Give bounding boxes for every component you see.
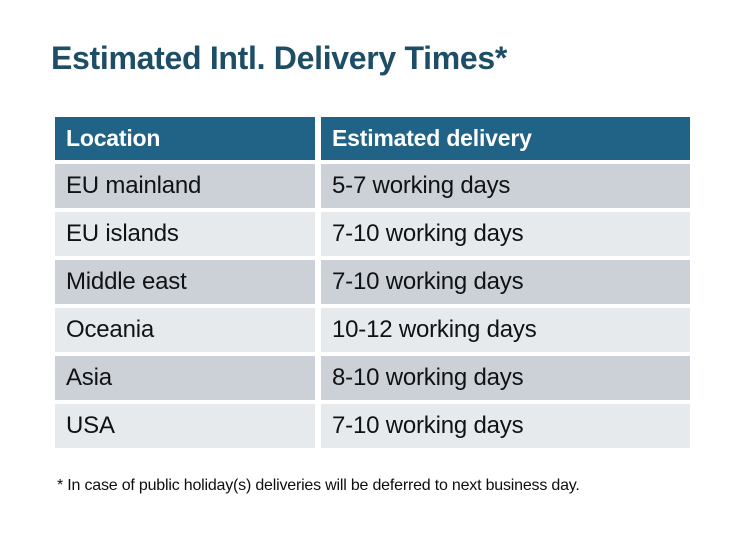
delivery-cell: 10-12 working days xyxy=(321,308,690,352)
location-cell: Middle east xyxy=(55,260,315,304)
table-row-oceania: Oceania 10-12 working days xyxy=(55,308,690,352)
delivery-cell: 5-7 working days xyxy=(321,164,690,208)
column-header-estimated-delivery: Estimated delivery xyxy=(321,117,690,160)
table-row-asia: Asia 8-10 working days xyxy=(55,356,690,400)
location-cell: EU islands xyxy=(55,212,315,256)
table-row-eu-mainland: EU mainland 5-7 working days xyxy=(55,164,690,208)
location-cell: Asia xyxy=(55,356,315,400)
delivery-cell: 7-10 working days xyxy=(321,212,690,256)
page-title: Estimated Intl. Delivery Times* xyxy=(51,40,508,76)
table-row-eu-islands: EU islands 7-10 working days xyxy=(55,212,690,256)
delivery-times-table: Location Estimated delivery EU mainland … xyxy=(55,117,690,448)
table-row-middle-east: Middle east 7-10 working days xyxy=(55,260,690,304)
table-header-row: Location Estimated delivery xyxy=(55,117,690,160)
location-cell: EU mainland xyxy=(55,164,315,208)
column-header-location: Location xyxy=(55,117,315,160)
location-cell: Oceania xyxy=(55,308,315,352)
table-row-usa: USA 7-10 working days xyxy=(55,404,690,448)
footnote: * In case of public holiday(s) deliverie… xyxy=(57,477,580,494)
location-cell: USA xyxy=(55,404,315,448)
delivery-cell: 7-10 working days xyxy=(321,260,690,304)
delivery-cell: 8-10 working days xyxy=(321,356,690,400)
delivery-cell: 7-10 working days xyxy=(321,404,690,448)
